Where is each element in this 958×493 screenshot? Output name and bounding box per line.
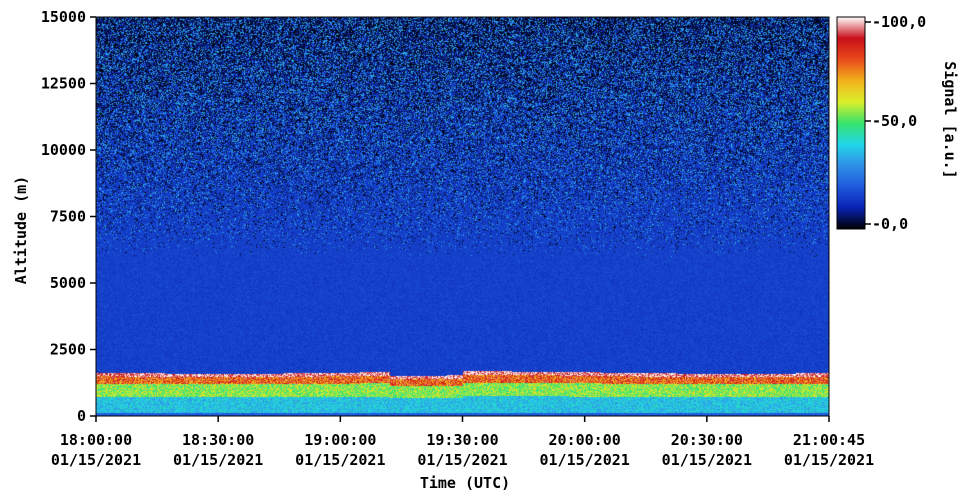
y-tick-label: 2500 (50, 341, 86, 359)
x-tick-time: 20:30:00 (671, 431, 743, 449)
x-tick-time: 21:00:45 (793, 431, 865, 449)
y-tick-label: 12500 (41, 75, 86, 93)
colorbar-title: Signal [a.u.] (941, 61, 958, 178)
x-axis: 18:00:00 01/15/2021 18:30:00 01/15/2021 19:0… (51, 416, 874, 469)
colorbar (836, 16, 866, 230)
colorbar-axis: -0,0 -50,0 -100,0 (865, 13, 926, 233)
x-tick-time: 18:00:00 (60, 431, 132, 449)
colorbar-gradient (836, 16, 866, 230)
x-tick-date: 01/15/2021 (540, 451, 630, 469)
y-axis: 0 2500 5000 7500 10000 12500 15000 (41, 8, 96, 425)
x-tick-date: 01/15/2021 (173, 451, 263, 469)
x-tick-date: 01/15/2021 (51, 451, 141, 469)
y-tick-label: 0 (77, 407, 86, 425)
y-tick-label: 10000 (41, 141, 86, 159)
x-tick-date: 01/15/2021 (295, 451, 385, 469)
x-tick-time: 19:30:00 (426, 431, 498, 449)
x-tick-date: 01/15/2021 (784, 451, 874, 469)
colorbar-tick-label: -100,0 (872, 13, 926, 31)
y-tick-label: 15000 (41, 8, 86, 26)
x-axis-title: Time (UTC) (420, 474, 510, 492)
y-tick-label: 7500 (50, 208, 86, 226)
y-axis-title: Altitude (m) (12, 176, 30, 284)
x-tick-time: 19:00:00 (304, 431, 376, 449)
heatmap-image (96, 17, 829, 416)
x-tick-date: 01/15/2021 (662, 451, 752, 469)
x-tick-time: 18:30:00 (182, 431, 254, 449)
x-tick-time: 20:00:00 (549, 431, 621, 449)
x-tick-date: 01/15/2021 (417, 451, 507, 469)
colorbar-tick-label: -0,0 (872, 215, 908, 233)
y-tick-label: 5000 (50, 274, 86, 292)
colorbar-tick-label: -50,0 (872, 112, 917, 130)
plot-area (95, 16, 830, 417)
